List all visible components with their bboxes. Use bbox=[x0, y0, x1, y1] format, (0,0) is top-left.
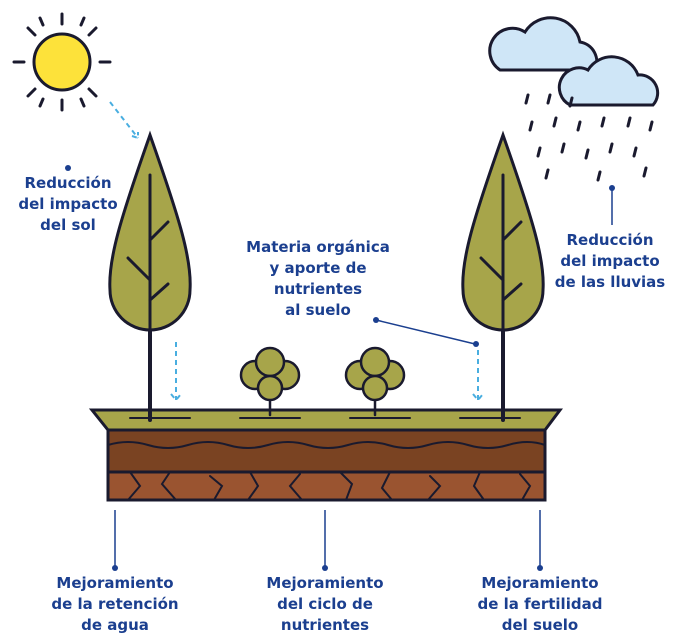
label-line: del suelo bbox=[502, 616, 579, 634]
label-line: al suelo bbox=[285, 301, 351, 319]
label-line: Mejoramiento bbox=[266, 574, 383, 592]
label-line: Mejoramiento bbox=[481, 574, 598, 592]
label-line: del impacto bbox=[18, 195, 117, 213]
label-line: Mejoramiento bbox=[56, 574, 173, 592]
label-line: del ciclo de bbox=[277, 595, 373, 613]
label-line: y aporte de bbox=[269, 259, 366, 277]
label-line: Materia orgánica bbox=[246, 238, 390, 256]
label-line: de agua bbox=[81, 616, 149, 634]
label-line: Reducción bbox=[566, 231, 653, 249]
label-line: de la retención bbox=[51, 595, 178, 613]
diagram: Reducción del impacto del sol Reducción del … bbox=[0, 0, 677, 637]
label-line: de la fertilidad bbox=[478, 595, 603, 613]
label-line: del sol bbox=[40, 216, 96, 234]
label-line: del impacto bbox=[560, 252, 659, 270]
label-line: nutrientes bbox=[281, 616, 369, 634]
label-line: de las lluvias bbox=[555, 273, 666, 291]
label-line: nutrientes bbox=[274, 280, 362, 298]
label-line: Reducción bbox=[24, 174, 111, 192]
